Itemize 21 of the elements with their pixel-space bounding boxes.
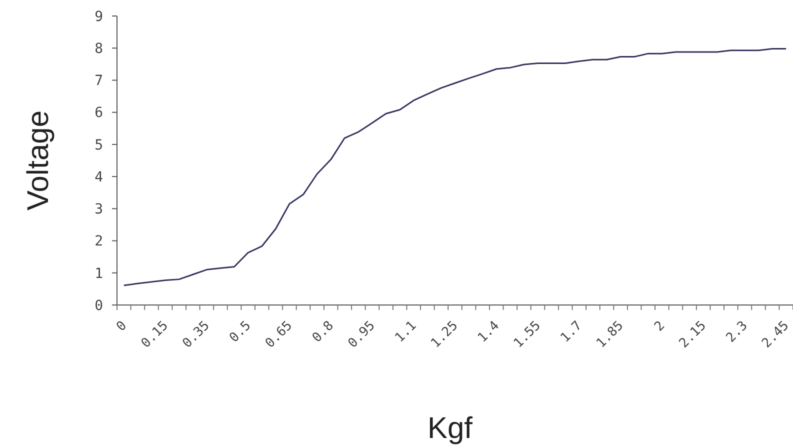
y-tick-label: 6 bbox=[94, 105, 103, 122]
x-tick-label: 2.3 bbox=[724, 318, 751, 346]
y-tick-label: 1 bbox=[94, 266, 103, 282]
x-tick-label: 1.1 bbox=[392, 318, 420, 346]
y-tick-label: 7 bbox=[94, 73, 103, 90]
y-tick-label: 3 bbox=[94, 202, 103, 218]
y-tick-label: 4 bbox=[94, 169, 103, 186]
y-tick-label: 8 bbox=[94, 41, 103, 58]
y-tick-label: 5 bbox=[94, 137, 103, 154]
y-tick-label: 2 bbox=[94, 234, 103, 250]
x-axis-title: Kgf bbox=[427, 412, 474, 445]
x-tick-label: 2 bbox=[652, 318, 668, 335]
y-tick-label: 9 bbox=[94, 8, 103, 25]
line-series bbox=[123, 48, 787, 286]
x-tick-label: 1.4 bbox=[475, 318, 503, 346]
y-tick-label: 0 bbox=[94, 298, 103, 314]
x-tick-label: 0 bbox=[114, 318, 130, 335]
x-tick-label: 1.7 bbox=[558, 318, 586, 346]
x-tick-label: 0.5 bbox=[226, 318, 254, 346]
x-tick-label: 0.8 bbox=[310, 318, 337, 346]
y-axis-title: Voltage bbox=[22, 110, 55, 211]
